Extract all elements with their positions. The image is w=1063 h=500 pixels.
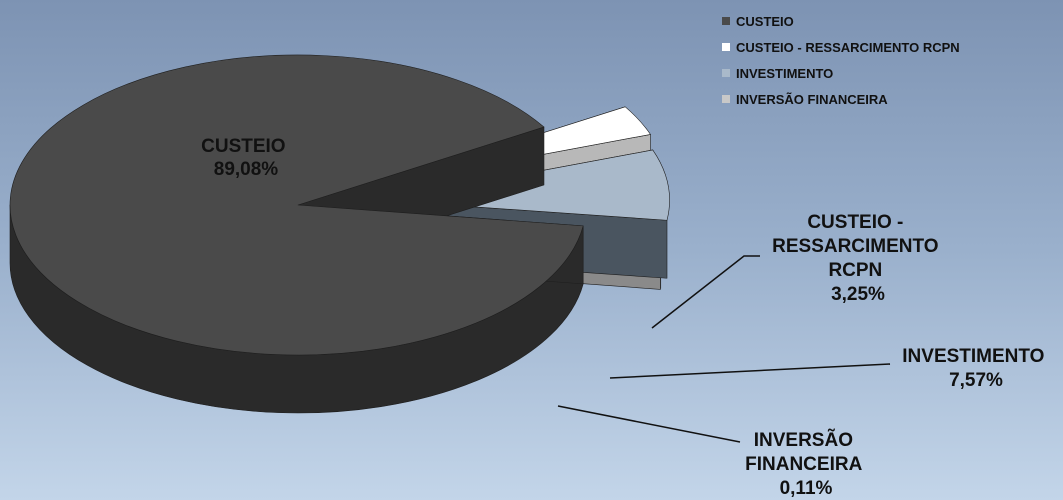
slice-label-custeio: CUSTEIO 89,08% [201, 136, 291, 180]
legend-swatch-inversao [722, 95, 730, 103]
legend-swatch-investimento [722, 69, 730, 77]
legend-label-inversao: INVERSÃO FINANCEIRA [736, 91, 888, 107]
legend-label-custeio: CUSTEIO [736, 13, 794, 29]
legend-label-investimento: INVESTIMENTO [736, 65, 834, 81]
slice-label-ressarcimento: CUSTEIO - RESSARCIMENTO RCPN 3,25% [772, 212, 944, 305]
legend-swatch-ressarcimento [722, 43, 730, 51]
slice-label-inversao-line-1: INVERSÃO [754, 429, 853, 451]
leader-line-inversao [557, 405, 741, 443]
slice-value-custeio: 89,08% [214, 159, 279, 180]
slice-label-inversao-line-2: FINANCEIRA [745, 454, 862, 475]
legend-item-custeio: CUSTEIO [722, 8, 960, 34]
slice-value-inversao: 0,11% [780, 478, 833, 499]
slice-label-investimento-line-1: INVESTIMENTO [902, 346, 1044, 367]
slice-label-investimento: INVESTIMENTO 7,57% [902, 346, 1049, 391]
slice-label-ressarcimento-line-2: RESSARCIMENTO [772, 236, 938, 257]
slice-top-custeio [9, 54, 584, 356]
slice-value-ressarcimento: 3,25% [831, 284, 885, 305]
legend-item-ressarcimento: CUSTEIO - RESSARCIMENTO RCPN [722, 34, 960, 60]
legend-item-investimento: INVESTIMENTO [722, 60, 960, 86]
legend-swatch-custeio [722, 17, 730, 25]
pie-slices [9, 54, 670, 414]
legend-label-ressarcimento: CUSTEIO - RESSARCIMENTO RCPN [736, 39, 960, 55]
slice-value-investimento: 7,57% [949, 370, 1003, 391]
leader-line-investimento [609, 363, 891, 379]
chart-legend: CUSTEIO CUSTEIO - RESSARCIMENTO RCPN INV… [722, 8, 960, 112]
legend-item-inversao: INVERSÃO FINANCEIRA [722, 86, 960, 112]
leader-line-ressarcimento [651, 255, 760, 329]
slice-label-custeio-line-1: CUSTEIO [201, 136, 285, 157]
slice-label-ressarcimento-line-1: CUSTEIO - [807, 212, 903, 233]
leader-lines [557, 255, 891, 443]
slice-label-ressarcimento-line-3: RCPN [828, 260, 882, 281]
slice-labels: CUSTEIO 89,08% CUSTEIO - RESSARCIMENTO R… [201, 136, 1049, 499]
slice-label-inversao: INVERSÃO FINANCEIRA 0,11% [745, 429, 867, 499]
